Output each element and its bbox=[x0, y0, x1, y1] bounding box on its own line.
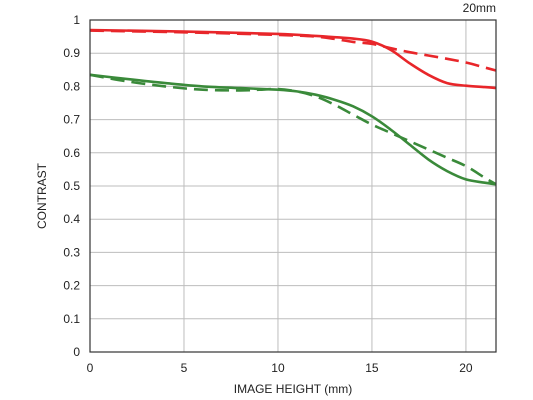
y-tick-label: 0.3 bbox=[63, 245, 80, 259]
chart-title: 20mm bbox=[463, 1, 496, 15]
x-tick-label: 10 bbox=[271, 361, 285, 375]
y-tick-label: 0.6 bbox=[63, 146, 80, 160]
y-tick-label: 0.8 bbox=[63, 79, 80, 93]
series-layer bbox=[89, 28, 497, 186]
x-tick-label: 5 bbox=[181, 361, 188, 375]
x-tick-label: 0 bbox=[87, 361, 94, 375]
series-line-3 bbox=[89, 73, 497, 186]
y-tick-label: 0.9 bbox=[63, 46, 80, 60]
x-tick-label: 20 bbox=[459, 361, 473, 375]
series-line-4 bbox=[89, 73, 497, 186]
plot-frame bbox=[89, 19, 497, 353]
x-axis-label: IMAGE HEIGHT (mm) bbox=[234, 382, 352, 396]
y-axis-label: CONTRAST bbox=[35, 162, 49, 229]
y-tick-label: 0.5 bbox=[63, 179, 80, 193]
y-tick-label: 0.2 bbox=[63, 279, 80, 293]
y-tick-label: 0 bbox=[73, 345, 80, 359]
y-tick-labels: 0 0.1 0.2 0.3 0.4 0.5 0.6 0.7 0.8 0.9 1 bbox=[63, 13, 80, 359]
y-tick-label: 0.1 bbox=[63, 312, 80, 326]
y-tick-label: 0.7 bbox=[63, 113, 80, 127]
y-tick-label: 1 bbox=[73, 13, 80, 27]
x-tick-label: 15 bbox=[365, 361, 379, 375]
y-tick-label: 0.4 bbox=[63, 212, 80, 226]
x-tick-labels: 0 5 10 15 20 bbox=[87, 361, 473, 375]
